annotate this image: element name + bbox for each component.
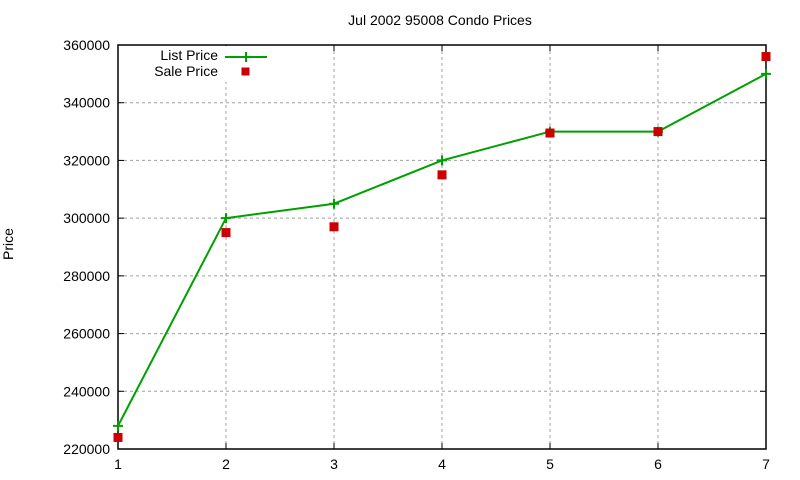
sale-price-marker (221, 228, 231, 238)
legend-sale-price-marker (241, 67, 250, 76)
legend-list-price-marker (241, 52, 251, 62)
x-tick-label: 4 (438, 456, 446, 472)
list-price-marker (761, 68, 771, 79)
sale-price-marker (113, 432, 123, 442)
plot-frame (117, 44, 767, 450)
sale-price-marker (653, 127, 663, 137)
y-tick-label: 260000 (63, 326, 110, 342)
y-tick-label: 320000 (63, 152, 110, 168)
y-tick-label: 220000 (63, 441, 110, 457)
x-tick-label: 1 (114, 456, 122, 472)
legend-list-price-label: List Price (160, 47, 218, 63)
x-tick-label: 2 (222, 456, 230, 472)
legend-box (119, 46, 279, 82)
y-tick-label: 360000 (63, 37, 110, 53)
legend-sale-price-label: Sale Price (154, 63, 218, 79)
list-price-marker (437, 155, 447, 166)
sale-price-marker (437, 170, 447, 180)
chart-title: Jul 2002 95008 Condo Prices (348, 12, 532, 28)
y-tick-label: 280000 (63, 268, 110, 284)
y-tick-label: 240000 (63, 383, 110, 399)
x-tick-label: 6 (654, 456, 662, 472)
sale-price-marker (761, 52, 771, 62)
sale-price-marker (329, 222, 339, 232)
list-price-marker (113, 420, 123, 431)
y-tick-label: 300000 (63, 210, 110, 226)
list-price-marker (221, 213, 231, 224)
sale-price-marker (545, 128, 555, 138)
x-tick-label: 7 (762, 456, 770, 472)
y-tick-label: 340000 (63, 95, 110, 111)
x-tick-label: 3 (330, 456, 338, 472)
list-price-marker (329, 198, 339, 209)
x-tick-label: 5 (546, 456, 554, 472)
